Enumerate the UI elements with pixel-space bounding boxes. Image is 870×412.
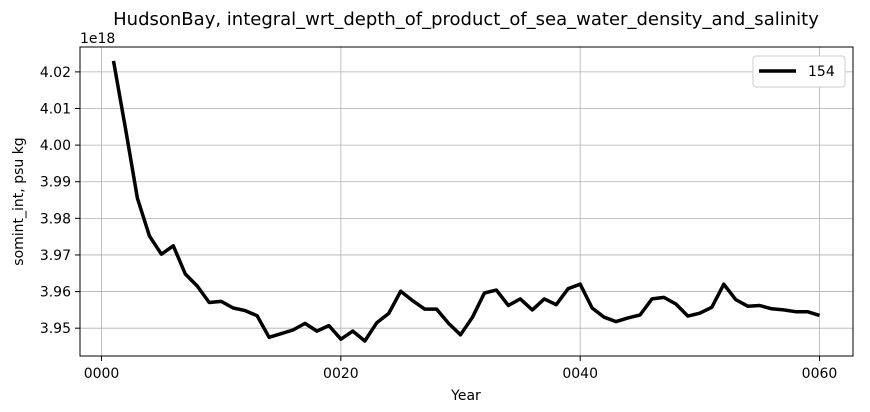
legend-label-154: 154: [808, 64, 835, 80]
y-tick-label: 3.97: [40, 248, 71, 264]
y-tick-label: 4.00: [40, 138, 71, 154]
y-tick-label: 3.95: [40, 321, 71, 337]
y-tick-label: 3.96: [40, 285, 71, 301]
legend-box: [752, 55, 846, 88]
y-axis: 3.95 3.96 3.97 3.98 3.99 4.00 4.01 4.02: [40, 65, 80, 337]
legend: 154: [752, 55, 846, 88]
x-axis: 0000 0020 0040 0060: [84, 356, 838, 382]
y-axis-label: somint_int, psu kg: [11, 137, 27, 265]
grid: [80, 47, 853, 356]
y-tick-label: 4.02: [40, 65, 71, 81]
series-group: [111, 60, 821, 343]
x-tick-label: 0060: [802, 366, 838, 382]
y-tick-label: 3.98: [40, 211, 71, 227]
chart-title: HudsonBay, integral_wrt_depth_of_product…: [113, 9, 819, 30]
x-tick-label: 0000: [84, 366, 120, 382]
y-tick-label: 3.99: [40, 175, 71, 191]
plot-frame: [79, 46, 854, 357]
x-axis-label: Year: [450, 388, 481, 404]
x-tick-label: 0040: [562, 366, 598, 382]
series-line-154: [111, 60, 821, 343]
y-tick-label: 4.01: [40, 102, 71, 118]
x-tick-label: 0020: [323, 366, 359, 382]
y-offset-label: 1e18: [80, 31, 115, 47]
